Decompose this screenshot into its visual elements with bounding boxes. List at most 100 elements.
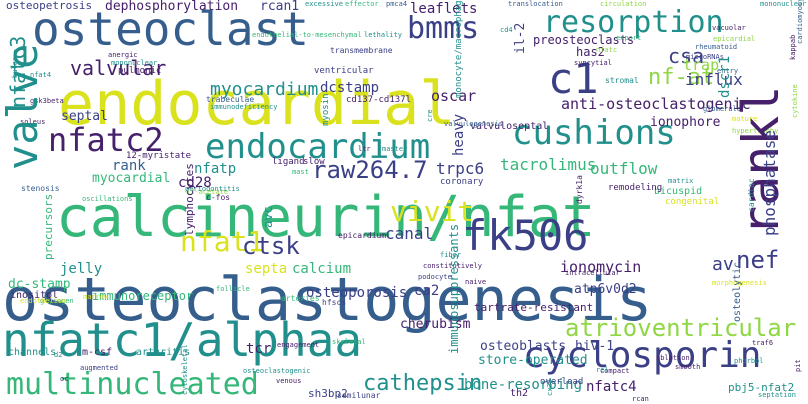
word: canal [385, 224, 434, 243]
word: cd28 [178, 175, 212, 191]
word: oscillations [82, 195, 133, 203]
word: osteoporosis [306, 285, 408, 301]
word: heavy [451, 113, 467, 156]
word: dyrk1a [575, 175, 584, 204]
word: hfscs [322, 298, 347, 307]
word: endocardium [205, 127, 431, 167]
word: epicardium [338, 231, 387, 240]
word: outflow [590, 159, 658, 178]
word: myocardial [92, 171, 171, 186]
word: vacuolar [712, 24, 746, 32]
word: csa [668, 44, 705, 68]
word: lymphocytes [183, 163, 196, 236]
word: cushions [512, 113, 676, 153]
word: stenosis [21, 184, 60, 193]
word: d2 [54, 351, 63, 359]
word: jelly [60, 261, 103, 277]
word: rheumatoid [695, 43, 738, 51]
word: engagement [277, 341, 320, 349]
word: morphogenesis [712, 279, 767, 287]
word: valvuloseptal [470, 121, 549, 132]
word: stromal [605, 76, 639, 85]
word: nfat4 [30, 71, 52, 79]
word: mononuclear [760, 0, 807, 8]
word: pit [794, 359, 802, 372]
word: preosteoclasts [533, 33, 635, 47]
word: nfatc1/alphaa [2, 313, 363, 367]
word: atrioventricular [565, 314, 797, 342]
word: nfatp [194, 161, 237, 177]
word: excessive [305, 0, 343, 8]
word: endocardial [58, 69, 456, 139]
word: traf6 [752, 339, 774, 347]
word: rank [112, 158, 146, 174]
word: cre [426, 109, 434, 122]
word: ctsk [242, 232, 300, 260]
word: lethality [364, 31, 402, 39]
word: nfatc4 [586, 379, 637, 395]
word: rcan1 [260, 0, 300, 14]
word: osteoblasts [480, 339, 567, 354]
word: ca2 [414, 283, 440, 299]
word: mononuclear [111, 59, 158, 67]
word: osteoclastogenesis [2, 265, 653, 335]
word: cardiac [747, 178, 756, 212]
word: ltr [358, 145, 371, 153]
word: cd4 [500, 26, 513, 34]
word: oc [60, 375, 69, 383]
word: rcan [632, 395, 649, 403]
word: oscar [431, 87, 477, 105]
word: bulge [11, 56, 19, 78]
word: influx [685, 70, 743, 89]
word: constitutively [423, 262, 483, 270]
word: congenital [665, 197, 720, 207]
word: nfat1 [180, 225, 265, 258]
word: dc-stamp [8, 277, 71, 292]
word: valvulogenesis [444, 120, 504, 128]
word: precursors [42, 193, 55, 260]
word: multinucleated [6, 367, 259, 402]
word: 12-myristate [126, 151, 192, 161]
word: epicardial [713, 35, 756, 43]
word: naive [465, 278, 487, 286]
word: ionophore [650, 115, 721, 130]
word: fk506 [462, 211, 589, 260]
word: coronary [440, 177, 484, 187]
word: hiv-1 [575, 339, 615, 354]
word: master [382, 145, 408, 153]
word: dephosphorylation [105, 0, 239, 14]
word: myosin [321, 93, 331, 126]
word: nfatc2 [48, 121, 164, 159]
word: bone-resorbing [464, 377, 583, 393]
word: matrix [668, 177, 694, 185]
word: rel [596, 366, 609, 374]
word: th2 [510, 388, 529, 399]
word: microRNAs [686, 53, 724, 61]
word: slow [303, 157, 325, 167]
word: skeletal [332, 338, 366, 346]
word: gsk3beta [30, 97, 64, 105]
word: calcineurin/nfat [56, 185, 596, 250]
word: marrow [83, 293, 109, 301]
word: has2 [576, 45, 605, 59]
word: arteries [281, 294, 320, 303]
word: pmca4 [386, 0, 408, 8]
word: follicle [216, 285, 250, 293]
word: tartrate-resistant [474, 301, 594, 314]
word: myocardium [210, 79, 319, 100]
word: overload [540, 377, 584, 387]
word: vivit [390, 195, 475, 228]
word: pulmonic [118, 66, 162, 76]
word: c1 [548, 54, 599, 103]
word: syncytial [574, 59, 612, 67]
word: entry [717, 67, 739, 75]
word: trabeculae [206, 95, 255, 104]
word: transmembrane [330, 46, 393, 55]
word: endothelium [20, 297, 67, 305]
word: trap [683, 56, 720, 74]
word: translocation [508, 0, 563, 8]
word: septa [245, 261, 288, 277]
word: endothelial-to-mesenchymal [252, 31, 362, 39]
word: phorbol [734, 357, 764, 365]
